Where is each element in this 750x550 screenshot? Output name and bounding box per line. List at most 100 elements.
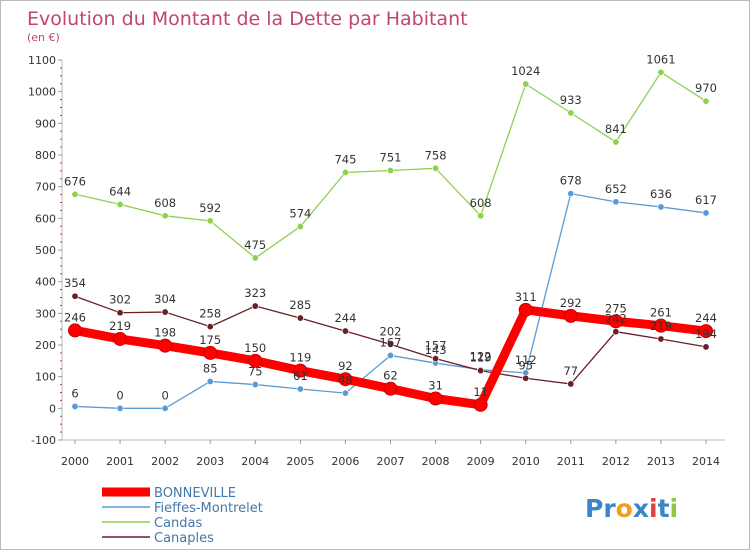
x-tick-label: 2009 <box>467 455 495 468</box>
y-tick-label: 700 <box>35 181 56 194</box>
data-label: 592 <box>199 201 221 215</box>
data-label: 61 <box>293 369 308 383</box>
data-point <box>608 314 623 329</box>
data-label: 933 <box>560 93 582 107</box>
axes: -100010020030040050060070080090010001100… <box>28 54 725 468</box>
data-point <box>248 353 263 368</box>
data-point <box>386 340 394 348</box>
chart-title: Evolution du Montant de la Dette par Hab… <box>27 8 468 30</box>
data-point <box>612 328 620 336</box>
data-label: 354 <box>64 276 86 290</box>
data-point <box>206 217 214 225</box>
data-label: 6 <box>71 386 78 400</box>
data-label: 751 <box>380 151 402 165</box>
data-point <box>296 314 304 322</box>
data-label: 95 <box>518 358 533 372</box>
y-tick-label: 100 <box>35 371 56 384</box>
y-tick-label: 1100 <box>28 54 56 67</box>
data-point <box>657 335 665 343</box>
data-point <box>293 363 308 378</box>
x-tick-label: 2006 <box>331 455 359 468</box>
data-label: 475 <box>244 238 266 252</box>
data-label: 244 <box>334 311 356 325</box>
data-label: 617 <box>695 193 717 207</box>
legend-label: Fieffes-Montrelet <box>154 501 263 516</box>
data-label: 302 <box>109 293 131 307</box>
data-label: 311 <box>515 290 537 304</box>
data-point <box>432 355 440 363</box>
data-point <box>612 138 620 146</box>
data-label: 745 <box>334 152 356 166</box>
data-label: 219 <box>650 319 672 333</box>
data-label: 0 <box>116 388 123 402</box>
data-point <box>702 343 710 351</box>
x-tick-label: 2001 <box>106 455 134 468</box>
data-label: 198 <box>154 326 176 340</box>
data-label: 202 <box>380 324 402 338</box>
data-label: 652 <box>605 182 627 196</box>
data-label: 275 <box>605 301 627 315</box>
data-point <box>386 351 394 359</box>
legend-label: Candas <box>154 516 203 531</box>
data-label: 636 <box>650 187 672 201</box>
data-point <box>296 385 304 393</box>
data-label: 31 <box>428 379 443 393</box>
data-point <box>161 212 169 220</box>
data-label: 323 <box>244 286 266 300</box>
x-tick-label: 2010 <box>512 455 540 468</box>
data-point <box>206 377 214 385</box>
x-tick-label: 2013 <box>647 455 675 468</box>
data-point <box>473 397 488 412</box>
data-point <box>657 68 665 76</box>
data-label: 85 <box>203 361 218 375</box>
data-point <box>71 190 79 198</box>
data-point <box>518 302 533 317</box>
data-point <box>612 198 620 206</box>
data-point <box>567 109 575 117</box>
legend-label: Canaples <box>154 531 214 546</box>
x-tick-label: 2014 <box>692 455 720 468</box>
data-label: 292 <box>560 296 582 310</box>
data-label: 242 <box>605 312 627 326</box>
svg-text:Proxiti: Proxiti <box>585 494 678 523</box>
x-tick-label: 2008 <box>422 455 450 468</box>
data-label: 48 <box>338 373 353 387</box>
data-point <box>251 302 259 310</box>
data-label: 676 <box>64 174 86 188</box>
data-point <box>113 331 128 346</box>
y-tick-label: 500 <box>35 244 56 257</box>
y-tick-label: 1000 <box>28 86 56 99</box>
data-label: 970 <box>695 81 717 95</box>
x-tick-label: 2005 <box>286 455 314 468</box>
data-label: 285 <box>289 298 311 312</box>
data-label: 246 <box>64 310 86 324</box>
data-label: 119 <box>470 351 492 365</box>
data-label: 77 <box>563 364 578 378</box>
data-label: 122 <box>470 350 492 364</box>
y-tick-label: 200 <box>35 339 56 352</box>
data-point <box>702 97 710 105</box>
data-label: 119 <box>289 351 311 365</box>
data-label: 608 <box>470 196 492 210</box>
data-point <box>158 338 173 353</box>
x-tick-label: 2007 <box>377 455 405 468</box>
data-point <box>657 203 665 211</box>
y-tick-label: 0 <box>49 402 56 415</box>
series-points <box>68 68 713 412</box>
data-point <box>68 323 82 338</box>
data-point <box>563 308 578 323</box>
data-label: 167 <box>380 335 402 349</box>
x-tick-label: 2004 <box>241 455 269 468</box>
y-tick-label: 600 <box>35 212 56 225</box>
data-point <box>71 402 79 410</box>
data-point <box>116 200 124 208</box>
proxiti-logo: Proxiti <box>585 494 678 523</box>
data-label: 678 <box>560 174 582 188</box>
y-tick-label: -100 <box>31 434 56 447</box>
data-label: 1024 <box>511 64 540 78</box>
data-label: 219 <box>109 319 131 333</box>
data-label: 112 <box>515 353 537 367</box>
